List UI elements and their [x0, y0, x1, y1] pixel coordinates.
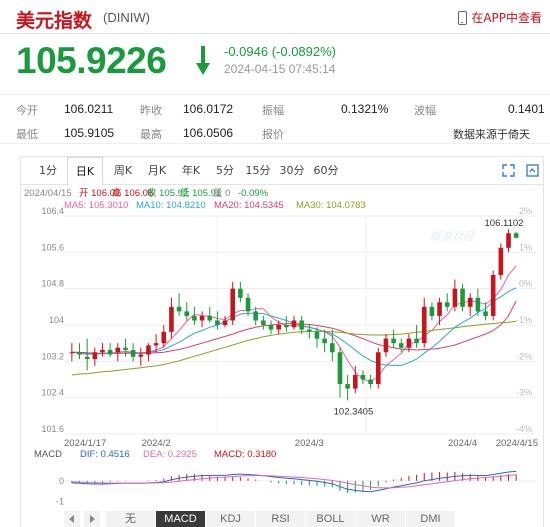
- range-value: 0.1401: [508, 102, 545, 116]
- arrow-down-icon: [196, 46, 210, 75]
- indicator-tabs: 无 MACD KDJ RSI BOLL WR DMI: [0, 511, 550, 527]
- tab-daily[interactable]: 日K: [67, 157, 103, 186]
- low-label: 最低: [16, 128, 38, 141]
- price-change: -0.0946 (-0.0892%): [224, 44, 337, 59]
- fullscreen-icon[interactable]: [502, 164, 515, 177]
- open-value: 106.0211: [64, 102, 114, 116]
- tab-5min[interactable]: 5分: [216, 164, 234, 177]
- tab-yearly[interactable]: 年K: [181, 164, 201, 177]
- phone-icon: [458, 10, 468, 25]
- stats-row: 最低 105.9105 最高 106.0506 报价 数据来源于倚天: [0, 120, 550, 145]
- open-in-app-label: 在APP中查看: [471, 11, 542, 25]
- indicator-tab-wr[interactable]: WR: [356, 511, 406, 527]
- amplitude-value: 0.1321%: [341, 102, 389, 116]
- page-title: 美元指数: [16, 10, 93, 32]
- tab-15min[interactable]: 15分: [245, 164, 271, 177]
- indicator-tab-rsi[interactable]: RSI: [256, 511, 306, 527]
- indicator-tab-kdj[interactable]: KDJ: [206, 511, 256, 527]
- prev-close-label: 昨收: [140, 104, 162, 117]
- prev-close-value: 106.0172: [183, 102, 234, 116]
- settings-icon[interactable]: [526, 164, 539, 177]
- low-value: 105.9105: [64, 126, 115, 140]
- open-in-app-link[interactable]: 在APP中查看: [458, 9, 542, 26]
- quote-label: 报价: [262, 128, 284, 141]
- high-value: 106.0506: [183, 126, 234, 140]
- data-source: 数据来源于倚天: [453, 128, 530, 141]
- current-price: 105.9226: [16, 40, 167, 81]
- high-label: 最高: [140, 128, 162, 141]
- scroll-right-icon[interactable]: [84, 511, 100, 527]
- range-label: 波幅: [414, 104, 436, 117]
- stats-row: 今开 106.0211 昨收 106.0172 振幅 0.1321% 波幅 0.…: [0, 96, 550, 121]
- scroll-left-icon[interactable]: [64, 511, 80, 527]
- quote-timestamp: 2024-04-15 07:45:14: [224, 62, 336, 76]
- tab-weekly[interactable]: 周K: [113, 164, 133, 177]
- chart-period-tabs: 1分 日K 周K 月K 年K 5分 15分 30分 60分: [21, 157, 543, 186]
- indicator-tab-none[interactable]: 无: [106, 511, 156, 527]
- indicator-tab-dmi[interactable]: DMI: [406, 511, 456, 527]
- amplitude-label: 振幅: [262, 104, 284, 117]
- tab-30min[interactable]: 30分: [279, 164, 305, 177]
- indicator-tab-boll[interactable]: BOLL: [306, 511, 356, 527]
- tab-1min[interactable]: 1分: [39, 164, 57, 177]
- indicator-tab-macd[interactable]: MACD: [156, 511, 206, 527]
- open-label: 今开: [16, 104, 38, 117]
- tab-60min[interactable]: 60分: [313, 164, 339, 177]
- quote-stats: 今开 106.0211 昨收 106.0172 振幅 0.1321% 波幅 0.…: [0, 94, 550, 144]
- symbol-code: (DINIW): [103, 10, 150, 25]
- chart-panel: 1分 日K 周K 月K 年K 5分 15分 30分 60分: [20, 156, 544, 527]
- header: 美元指数 (DINIW) 在APP中查看: [0, 0, 550, 34]
- tab-monthly[interactable]: 月K: [147, 164, 167, 177]
